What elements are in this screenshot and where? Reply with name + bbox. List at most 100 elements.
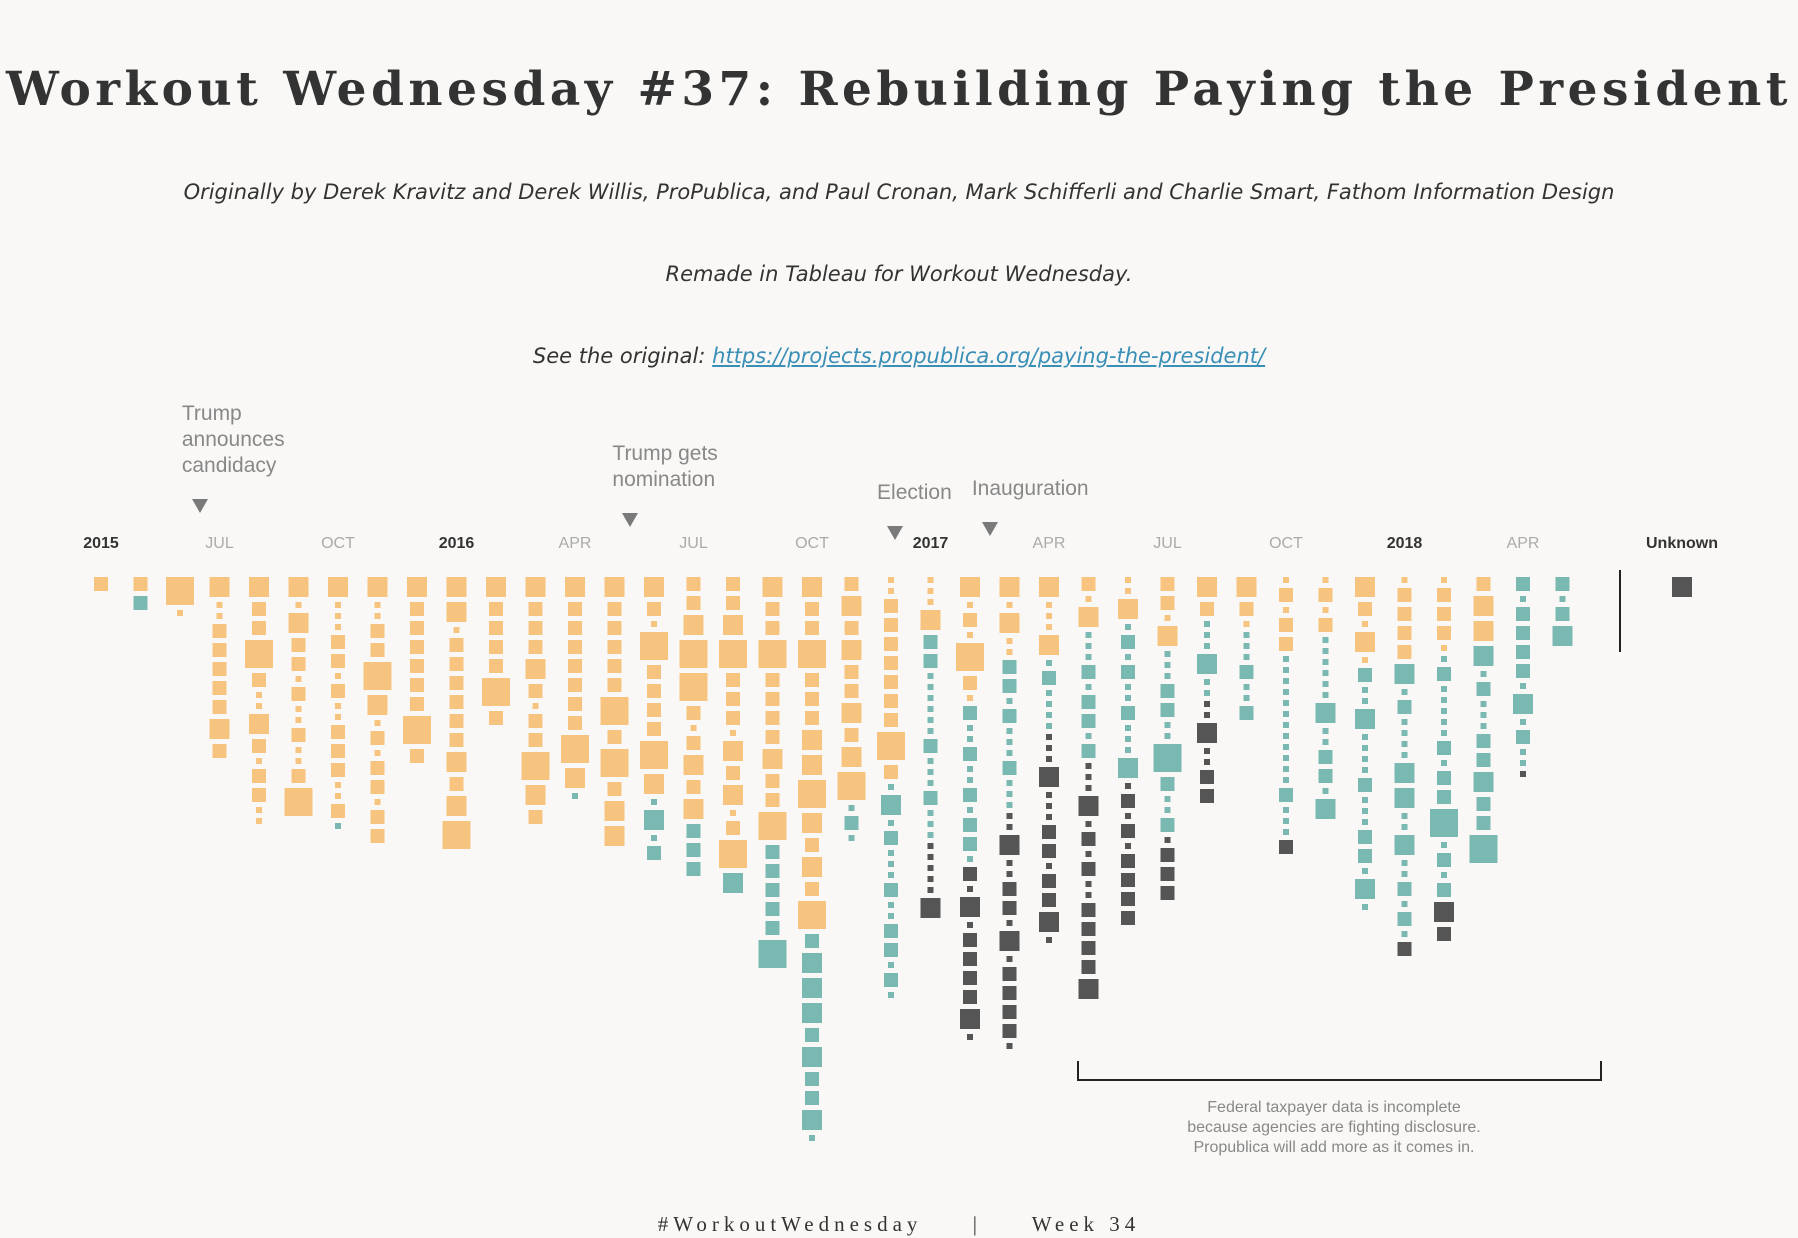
payment-square: [1355, 632, 1375, 652]
payment-square: [765, 902, 780, 916]
payment-square: [1401, 871, 1408, 877]
payment-square: [1469, 835, 1498, 863]
payment-square: [1085, 632, 1092, 638]
payment-square: [335, 714, 341, 720]
payment-square: [1006, 802, 1013, 808]
payment-square: [1520, 749, 1526, 755]
payment-square: [1046, 734, 1052, 740]
payment-square: [1243, 695, 1250, 701]
payment-square: [528, 621, 543, 635]
payment-square: [686, 577, 701, 591]
x-tick-label: JUL: [205, 535, 234, 552]
payment-square: [1555, 577, 1570, 591]
payment-square: [927, 673, 934, 679]
payment-square: [1520, 596, 1526, 602]
payment-square: [1160, 596, 1175, 610]
remade-line: Remade in Tableau for Workout Wednesday.: [665, 262, 1133, 286]
payment-square: [1441, 697, 1447, 703]
payment-square: [1002, 679, 1017, 693]
payment-square: [1283, 577, 1289, 583]
payment-square: [1318, 769, 1333, 783]
payment-square: [1283, 678, 1289, 684]
payment-square: [568, 716, 582, 730]
payment-square: [1362, 756, 1368, 762]
payment-square: [1006, 824, 1013, 830]
payment-square: [1125, 736, 1131, 742]
payment-square: [1046, 814, 1052, 820]
payment-square: [1200, 602, 1214, 616]
x-tick-label: 2017: [912, 535, 949, 552]
payment-square: [1476, 797, 1491, 811]
payment-square: [963, 706, 977, 720]
payment-square: [1283, 777, 1289, 783]
payment-square: [1322, 692, 1329, 698]
payment-square: [1434, 902, 1454, 922]
payment-square: [1125, 747, 1131, 753]
payment-square: [1164, 807, 1171, 813]
payment-square: [802, 1003, 822, 1023]
payment-square: [363, 662, 392, 690]
payment-square: [1437, 883, 1451, 897]
payment-square: [927, 684, 934, 690]
payment-square: [651, 835, 657, 841]
payment-square: [963, 952, 977, 966]
payment-square: [449, 695, 464, 709]
payment-square: [1239, 665, 1254, 679]
payment-square: [888, 820, 894, 826]
payment-square: [884, 924, 898, 938]
payment-square: [1401, 689, 1408, 695]
payment-square: [453, 627, 460, 633]
payment-square: [923, 791, 938, 805]
payment-square: [1160, 703, 1175, 717]
payment-square: [1085, 654, 1092, 660]
payment-square: [963, 747, 977, 761]
payment-square: [644, 810, 664, 830]
payment-square: [679, 640, 708, 668]
payment-square: [920, 610, 941, 630]
payment-square: [1081, 922, 1096, 936]
payment-square: [1164, 673, 1171, 679]
payment-square: [521, 752, 550, 780]
payment-square: [1002, 761, 1017, 775]
payment-square: [1002, 709, 1017, 723]
payment-square: [252, 739, 266, 753]
payment-square: [1081, 744, 1096, 758]
payment-square: [1358, 778, 1372, 792]
payment-square: [1164, 733, 1171, 739]
payment-square: [686, 843, 701, 857]
payment-square: [1401, 931, 1408, 937]
payment-square: [1006, 649, 1013, 655]
payment-square: [1042, 874, 1056, 888]
payment-square: [367, 577, 388, 597]
payment-square: [1437, 741, 1451, 755]
payment-square: [1039, 635, 1059, 655]
payment-square: [252, 602, 266, 616]
payment-square: [923, 739, 938, 753]
payment-square: [1046, 756, 1052, 762]
payment-square: [1279, 618, 1293, 632]
payment-square: [923, 635, 938, 649]
payment-square: [1081, 903, 1096, 917]
payment-square: [1516, 645, 1530, 659]
payment-square: [1473, 772, 1494, 792]
payment-square: [1121, 794, 1135, 808]
payment-square: [1441, 719, 1447, 725]
payment-square: [690, 725, 697, 731]
payment-square: [482, 678, 510, 706]
original-link[interactable]: https://projects.propublica.org/paying-t…: [712, 344, 1266, 368]
payment-square: [651, 799, 657, 805]
payment-square: [927, 599, 934, 605]
payment-square: [963, 867, 977, 881]
payment-square: [489, 602, 503, 616]
payment-square: [1397, 942, 1412, 956]
payment-square: [1085, 596, 1092, 602]
payment-square: [927, 810, 934, 816]
payment-square: [1006, 739, 1013, 745]
payment-square: [1204, 679, 1210, 685]
payment-square: [367, 695, 388, 715]
payment-square: [1204, 701, 1210, 707]
payment-square: [726, 596, 740, 610]
payment-square: [568, 659, 582, 673]
payment-square: [1476, 753, 1491, 767]
